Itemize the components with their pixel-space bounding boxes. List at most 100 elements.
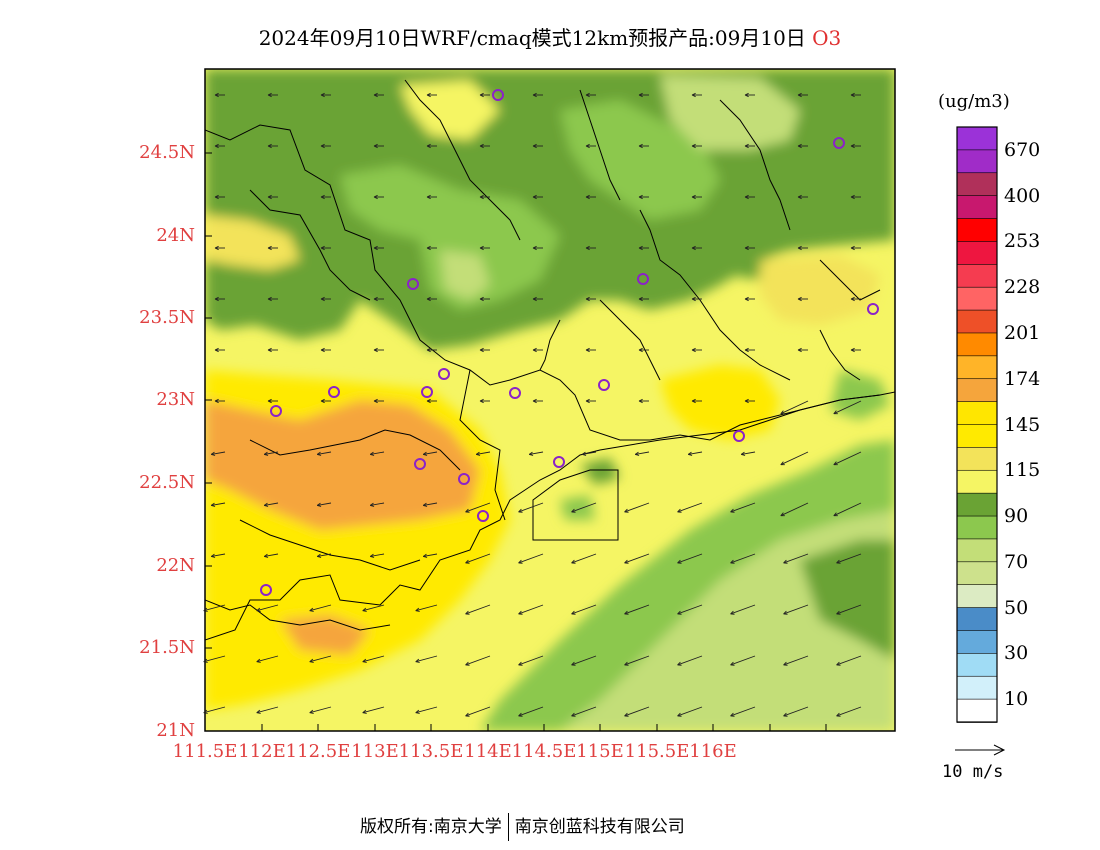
lat-label: 23N [156, 389, 195, 410]
station-marker [598, 379, 610, 391]
wind-arrow [370, 451, 385, 455]
colorbar-label: 174 [1004, 367, 1041, 390]
wind-arrow-head [373, 194, 378, 198]
wind-arrow [264, 553, 279, 557]
wind-arrow-head [744, 398, 749, 402]
wind-arrow [783, 655, 809, 666]
wind-arrow-head [370, 555, 375, 558]
axis-ticks [205, 152, 827, 731]
wind-arrow-head [214, 398, 219, 402]
wind-arrow-head [571, 712, 575, 717]
wind-arrow-head [585, 194, 590, 198]
wind-arrow-head [422, 502, 427, 506]
wind-arrow [309, 706, 332, 714]
wind-arrow-head [426, 347, 431, 351]
wind-arrow-head [571, 661, 575, 666]
wind-arrow [370, 502, 385, 506]
wind-arrow-head [426, 400, 431, 404]
station-marker [733, 430, 745, 442]
station-marker [833, 137, 845, 149]
wind-arrow-head [214, 194, 219, 198]
wind-arrow-head [638, 196, 643, 200]
wind-arrow [256, 604, 279, 612]
wind-arrow-head [585, 245, 590, 249]
colorbar-label: 400 [1004, 184, 1041, 207]
wind-arrow-head [797, 196, 802, 200]
wind-arrow [256, 706, 279, 714]
wind-arrow-head [317, 555, 322, 558]
wind-arrow-head [836, 610, 840, 615]
wind-arrow [833, 451, 862, 466]
wind-arrow-head [797, 194, 802, 198]
wind-arrow [571, 604, 597, 615]
wind-arrow-head [479, 143, 484, 147]
copyright-right: 南京创蓝科技有限公司 [514, 817, 685, 837]
wind-arrow-head [256, 712, 261, 714]
wind-arrow-head [320, 196, 325, 200]
wind-arrow [677, 706, 703, 717]
wind-arrow-head [783, 661, 787, 666]
wind-arrow-head [263, 553, 268, 557]
wind-arrow-head [214, 92, 219, 96]
colorbar-swatch [956, 424, 998, 449]
wind-arrow-head [691, 349, 696, 353]
wind-arrow-head [369, 553, 374, 557]
wind-arrow-head [479, 94, 484, 98]
wind-arrow-head [677, 610, 681, 615]
wind-arrow-head [850, 349, 855, 353]
wind-arrow [465, 655, 491, 666]
wind-arrow-head [309, 607, 314, 612]
wind-arrow-head [373, 245, 378, 249]
wind-arrow-head [373, 296, 378, 300]
wind-arrow [423, 502, 438, 506]
wind-arrow [730, 706, 756, 717]
wind-arrow-head [263, 451, 268, 455]
wind-arrow-head [638, 347, 643, 351]
wind-arrow-head [585, 349, 590, 353]
wind-arrow-head [264, 504, 269, 507]
wind-arrow-head [309, 658, 314, 663]
wind-arrow [730, 604, 756, 615]
wind-arrow-head [797, 145, 802, 149]
wind-arrow [836, 655, 862, 666]
station-marker [477, 510, 489, 522]
copyright: 版权所有:南京大学 南京创蓝科技有限公司 [360, 812, 685, 841]
wind-arrow-head [211, 453, 216, 456]
wind-arrow [203, 604, 226, 612]
wind-arrow-head [465, 661, 469, 666]
wind-arrow-head [850, 298, 855, 302]
wind-arrow-head [571, 508, 575, 513]
wind-arrow-head [263, 502, 268, 506]
wind-arrow-head [426, 145, 431, 149]
wind-arrow-head [210, 451, 215, 455]
colorbar-swatch [956, 675, 998, 700]
wind-arrow-head [833, 410, 837, 414]
colorbar-swatch [956, 561, 998, 586]
wind-arrow-head [638, 94, 643, 98]
wind-arrow-head [214, 145, 219, 149]
wind-arrow-head [585, 143, 590, 147]
wind-arrow-head [582, 453, 587, 456]
wind-arrow-head [465, 610, 469, 615]
wind-arrow-head [373, 143, 378, 147]
map-title: 2024年09月10日WRF/cmaq模式12km预报产品:09月10日 O3 [0, 22, 1100, 51]
colorbar-swatch [956, 218, 998, 243]
wind-arrow [256, 655, 279, 663]
colorbar-label: 115 [1004, 459, 1041, 482]
wind-arrow-head [214, 196, 219, 200]
wind-arrow-head [532, 145, 537, 149]
wind-arrow-head [479, 298, 484, 302]
wind-arrow-head [214, 247, 219, 251]
wind-arrow-head [362, 610, 367, 612]
colorbar-label: 90 [1004, 505, 1029, 528]
wind-arrow [264, 502, 279, 506]
wind-arrow [571, 655, 597, 666]
wind-arrow-head [426, 94, 431, 98]
wind-arrow-head [426, 143, 431, 147]
wind-arrow-head [479, 245, 484, 249]
wind-arrow-head [638, 92, 643, 96]
wind-arrow-head [475, 451, 480, 455]
wind-arrow-head [532, 245, 537, 249]
wind-arrow-head [691, 247, 696, 251]
